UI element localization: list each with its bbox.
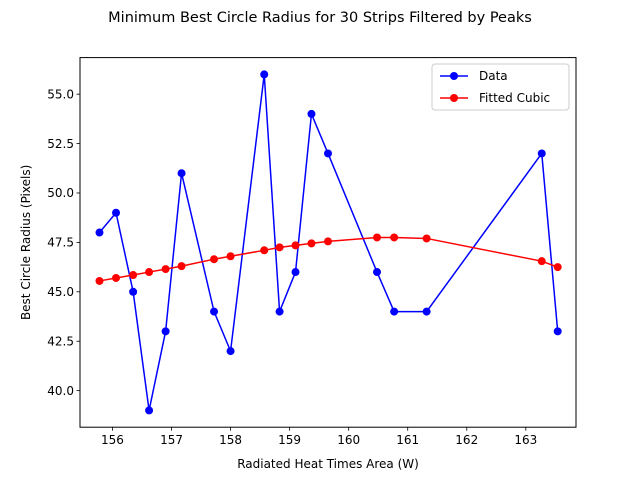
- legend: Data Fitted Cubic: [431, 63, 570, 111]
- x-tick-label: 160: [337, 433, 360, 447]
- series-1-point: [260, 246, 269, 255]
- series-1-point: [324, 237, 332, 246]
- legend-marker: [450, 72, 458, 80]
- x-tick-label: 161: [396, 433, 419, 447]
- series-0-point: [177, 169, 186, 178]
- y-tick-label: 40.0: [47, 384, 74, 398]
- series-1-point: [226, 252, 235, 261]
- x-tick-label: 156: [101, 433, 124, 447]
- series-0-point: [553, 327, 562, 336]
- series-1-point: [390, 233, 399, 242]
- y-axis: 40.0 42.5 45.0 47.5 50.0 52.5 55.0: [47, 87, 80, 398]
- series-0-point: [422, 307, 431, 316]
- x-axis: 156 157 158 159 160 161 162 163: [101, 427, 537, 447]
- series-0-point: [390, 307, 399, 316]
- series-1-point: [291, 241, 300, 250]
- x-tick-label: 162: [455, 433, 478, 447]
- series-0-point: [95, 228, 104, 237]
- series-0-point: [307, 109, 316, 118]
- series-1-point: [210, 255, 219, 264]
- series-1-point: [373, 233, 382, 242]
- series-1-point: [275, 243, 284, 252]
- series-1-point: [537, 257, 546, 266]
- x-tick-label: 159: [278, 433, 301, 447]
- series-0-point: [291, 268, 300, 277]
- legend-label: Fitted Cubic: [479, 91, 550, 105]
- series-0-point: [145, 406, 154, 415]
- series-0-point: [210, 307, 219, 316]
- series-0-point: [324, 149, 332, 158]
- series-1-point: [422, 234, 431, 243]
- legend-label: Data: [479, 69, 508, 83]
- y-tick-label: 55.0: [47, 87, 74, 101]
- series-0-point: [275, 307, 284, 316]
- series-layer: [95, 70, 562, 415]
- x-tick-label: 158: [219, 433, 242, 447]
- y-tick-label: 45.0: [47, 285, 74, 299]
- series-0-point: [226, 347, 235, 356]
- x-tick-label: 157: [160, 433, 183, 447]
- series-0-point: [112, 208, 121, 217]
- series-0-point: [537, 149, 546, 158]
- y-tick-label: 47.5: [47, 236, 74, 250]
- series-1-point: [161, 265, 170, 274]
- series-1-point: [307, 239, 316, 248]
- series-1-point: [95, 276, 104, 285]
- series-0-point: [161, 327, 170, 336]
- y-axis-label: Best Circle Radius (Pixels): [19, 165, 33, 320]
- series-line-0: [98, 74, 559, 411]
- series-1-point: [177, 262, 186, 271]
- series-0-point: [129, 287, 138, 296]
- series-1-point: [145, 268, 154, 277]
- y-tick-label: 50.0: [47, 186, 74, 200]
- x-tick-label: 163: [514, 433, 537, 447]
- series-1-point: [112, 273, 121, 282]
- series-1-point: [129, 271, 138, 280]
- x-axis-label: Radiated Heat Times Area (W): [237, 457, 419, 471]
- series-0-point: [260, 70, 269, 79]
- y-tick-label: 52.5: [47, 137, 74, 151]
- y-tick-label: 42.5: [47, 334, 74, 348]
- chart-title: Minimum Best Circle Radius for 30 Strips…: [108, 10, 532, 26]
- series-0-point: [373, 268, 382, 277]
- series-1-point: [553, 263, 562, 272]
- legend-marker: [450, 94, 458, 102]
